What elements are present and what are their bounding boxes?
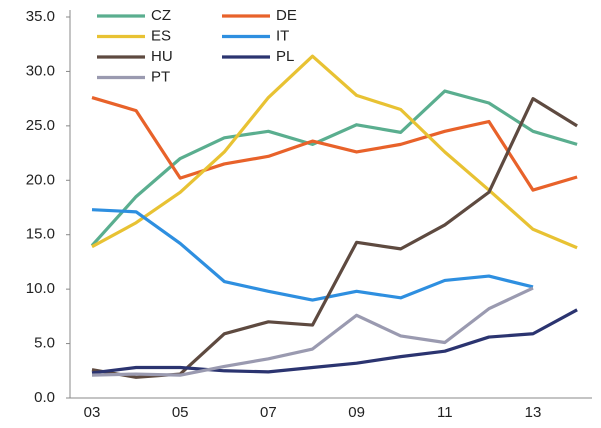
y-tick-label: 20.0	[26, 171, 55, 188]
y-tick-label: 30.0	[26, 62, 55, 79]
legend-label: PL	[276, 48, 294, 65]
series-line	[91, 308, 578, 375]
y-tick-label: 15.0	[26, 226, 55, 243]
y-tick-label: 25.0	[26, 117, 55, 134]
x-tick-label: 05	[172, 404, 189, 421]
x-tick-label: 13	[525, 404, 542, 421]
x-tick-label: 07	[260, 404, 277, 421]
y-tick-label: 5.0	[34, 335, 55, 352]
series-line	[91, 96, 578, 192]
y-tick-label: 0.0	[34, 389, 55, 406]
legend-label: ES	[151, 27, 171, 44]
legend-label: PT	[151, 68, 170, 85]
x-tick-label: 11	[437, 404, 453, 421]
legend-label: IT	[276, 27, 289, 44]
legend-label: HU	[151, 48, 173, 65]
y-tick-label: 35.0	[26, 8, 55, 25]
series-line	[91, 54, 578, 250]
series-line	[91, 286, 534, 377]
legend-label: DE	[276, 7, 297, 24]
legend-label: CZ	[151, 7, 171, 24]
x-tick-label: 09	[348, 404, 365, 421]
series-line	[91, 208, 534, 302]
series-line	[90, 89, 578, 247]
x-tick-label: 03	[84, 404, 101, 421]
y-tick-label: 10.0	[26, 280, 55, 297]
